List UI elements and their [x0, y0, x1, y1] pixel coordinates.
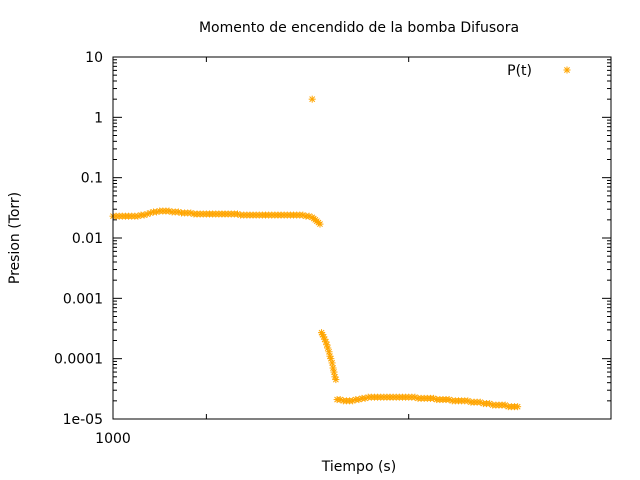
data-point	[325, 348, 333, 356]
legend-marker-asterisk	[563, 66, 571, 74]
plot-frame	[112, 56, 612, 420]
y-tick-label: 1	[94, 110, 103, 126]
data-point	[430, 394, 438, 402]
y-tick-label: 10	[85, 50, 103, 66]
legend: P(t)	[507, 63, 571, 79]
y-tick-label: 1e-05	[63, 412, 103, 428]
y-axis-ticks: 10 1 0.1 0.01 0.001 0.0001 1e-05	[54, 50, 611, 428]
data-point	[328, 359, 336, 367]
data-point	[329, 364, 337, 372]
data-point	[355, 396, 363, 404]
data-point	[330, 368, 338, 376]
y-tick-label: 0.001	[63, 291, 103, 307]
chart-title: Momento de encendido de la bomba Difusor…	[199, 20, 519, 36]
data-point	[308, 95, 316, 103]
data-points	[109, 95, 522, 411]
data-point	[316, 220, 324, 228]
data-point	[332, 376, 340, 384]
y-axis-label: Presion (Torr)	[7, 192, 23, 284]
x-axis-ticks: 1000	[95, 57, 410, 447]
y-tick-label: 0.0001	[54, 352, 103, 368]
x-axis-label: Tiempo (s)	[321, 459, 396, 475]
legend-marker	[563, 66, 571, 74]
legend-label: P(t)	[507, 63, 532, 79]
data-point	[514, 403, 522, 411]
y-tick-label: 0.01	[72, 231, 103, 247]
data-point	[323, 341, 331, 349]
data-point	[153, 208, 161, 216]
x-tick-label: 1000	[95, 431, 131, 447]
y-tick-label: 0.1	[81, 171, 103, 187]
